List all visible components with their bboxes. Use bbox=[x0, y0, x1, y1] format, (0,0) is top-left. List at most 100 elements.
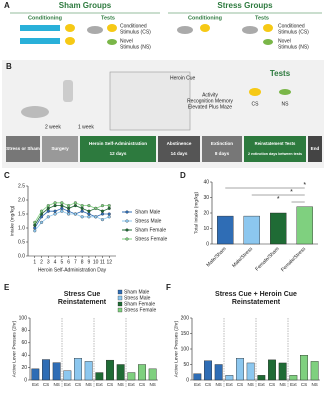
bar bbox=[148, 368, 157, 381]
y-tick-label: 1.5 bbox=[18, 211, 25, 217]
y-axis-label: Intake (mg/kg) bbox=[9, 205, 15, 236]
point bbox=[53, 204, 57, 208]
legend-text: Stimulus (NS) bbox=[278, 44, 309, 50]
x-tick-label: NS bbox=[248, 382, 254, 387]
bar bbox=[74, 358, 82, 381]
task: Activity bbox=[202, 92, 218, 98]
sham-title: Sham Groups bbox=[59, 1, 112, 10]
point bbox=[87, 209, 91, 213]
point bbox=[60, 204, 64, 208]
point bbox=[46, 204, 50, 208]
x-tick-label: CS bbox=[139, 382, 145, 387]
task: Recognition Memory bbox=[187, 98, 233, 104]
point bbox=[67, 209, 71, 213]
point bbox=[46, 206, 50, 210]
legend-text: Conditioned bbox=[120, 23, 147, 29]
x-tick-label: 3 bbox=[47, 259, 50, 265]
stage-label: Abstinence bbox=[167, 141, 192, 146]
point bbox=[46, 215, 50, 219]
y-tick-label: 0 bbox=[24, 377, 27, 383]
point bbox=[100, 209, 105, 213]
point bbox=[60, 201, 64, 205]
point bbox=[73, 201, 77, 205]
legend-marker bbox=[125, 210, 129, 214]
point bbox=[94, 206, 98, 210]
panel-label: A bbox=[4, 1, 10, 10]
bar bbox=[236, 358, 244, 381]
sig-mark: * bbox=[303, 182, 306, 189]
bar bbox=[225, 375, 234, 381]
task: Elevated Plus Maze bbox=[188, 104, 232, 110]
y-axis-label: Active Lever Presses (2hr) bbox=[11, 320, 17, 377]
point bbox=[73, 204, 77, 208]
point bbox=[94, 215, 98, 219]
point bbox=[60, 209, 64, 213]
sham-icons bbox=[20, 24, 273, 45]
y-tick-label: 150 bbox=[181, 331, 190, 337]
point bbox=[39, 220, 44, 224]
point bbox=[87, 215, 91, 219]
legend-marker bbox=[125, 237, 129, 241]
tests-title: Tests bbox=[270, 69, 291, 78]
legend-swatch bbox=[117, 307, 123, 313]
sig-mark: * bbox=[277, 196, 280, 203]
sig-mark: * bbox=[290, 189, 293, 196]
point bbox=[33, 220, 37, 224]
point bbox=[39, 209, 44, 213]
stage-label: Surgery bbox=[51, 146, 69, 151]
point bbox=[73, 212, 77, 216]
x-tick-label: Ext bbox=[96, 382, 103, 387]
y-tick-label: 20 bbox=[203, 210, 209, 216]
cs-icon bbox=[249, 88, 261, 96]
bar bbox=[42, 359, 50, 381]
point bbox=[53, 209, 57, 213]
chart-title: Reinstatement bbox=[232, 299, 281, 306]
y-tick-label: 80 bbox=[21, 328, 27, 334]
bar bbox=[296, 206, 313, 245]
bar bbox=[217, 215, 234, 245]
sham-conditioning: Conditioning bbox=[28, 15, 62, 21]
y-tick-label: 60 bbox=[21, 340, 27, 346]
y-tick-label: 100 bbox=[181, 346, 190, 352]
legend-marker bbox=[125, 219, 129, 223]
stage-label: End bbox=[311, 146, 320, 151]
bar bbox=[84, 361, 93, 381]
bar bbox=[127, 372, 136, 381]
x-tick-label: Ext bbox=[64, 382, 71, 387]
x-tick-label: Female/Sham bbox=[254, 246, 280, 272]
x-tick-label: NS bbox=[54, 382, 60, 387]
legend-label: Sham Male bbox=[135, 209, 161, 215]
x-tick-label: CS bbox=[205, 382, 211, 387]
ns-icon bbox=[279, 89, 291, 95]
panel-label: D bbox=[180, 171, 186, 180]
x-tick-label: NS bbox=[280, 382, 286, 387]
x-tick-label: CS bbox=[75, 382, 81, 387]
point bbox=[67, 204, 71, 208]
x-tick-label: 2 bbox=[40, 259, 43, 265]
bar bbox=[289, 375, 298, 381]
stage bbox=[202, 136, 242, 162]
y-tick-label: 10 bbox=[203, 226, 209, 232]
point bbox=[80, 206, 84, 210]
stage bbox=[80, 136, 156, 162]
x-tick-label: Ext bbox=[32, 382, 39, 387]
x-tick-label: 6 bbox=[67, 259, 70, 265]
stage bbox=[158, 136, 200, 162]
point bbox=[80, 209, 84, 213]
x-tick-label: NS bbox=[86, 382, 92, 387]
x-tick-label: 8 bbox=[81, 259, 84, 265]
legend-swatch bbox=[117, 289, 123, 295]
panel-label: B bbox=[6, 62, 12, 71]
x-tick-label: Ext bbox=[226, 382, 233, 387]
legend-marker bbox=[125, 228, 129, 232]
legend-text: Stimulus (CS) bbox=[120, 29, 151, 35]
point bbox=[87, 212, 91, 216]
x-tick-label: CS bbox=[301, 382, 307, 387]
y-tick-label: 0 bbox=[186, 377, 189, 383]
stage bbox=[6, 136, 40, 162]
x-tick-label: Female/Stress bbox=[280, 246, 307, 273]
bar bbox=[63, 370, 72, 381]
stage bbox=[42, 136, 78, 162]
y-tick-label: 0.0 bbox=[18, 253, 25, 259]
stage-duration: 2 extinction days between tests bbox=[248, 152, 302, 156]
